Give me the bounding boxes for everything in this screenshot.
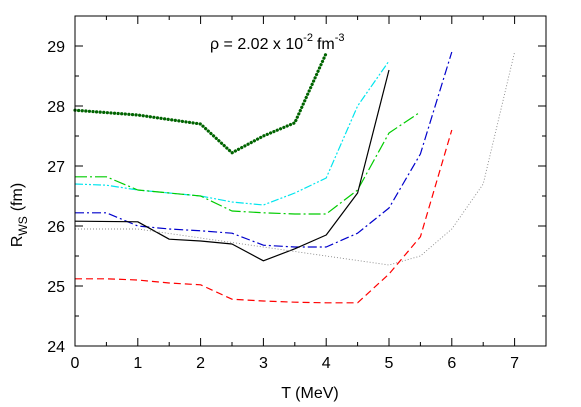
series-line-7: [75, 129, 453, 304]
series-line-2: [74, 60, 390, 206]
x-tick-label: 0: [71, 355, 80, 372]
y-tick-label: 25: [47, 279, 65, 296]
annotation-unit: fm: [317, 36, 335, 53]
y-tick-label: 27: [47, 159, 65, 176]
axis-ticks: [74, 16, 546, 347]
annotation-unit-exponent: -3: [335, 32, 345, 44]
y-axis-label: RWS (fm): [9, 183, 30, 247]
y-tick-label: 29: [47, 39, 65, 56]
x-tick-label: 1: [133, 355, 142, 372]
series-line-1: [73, 51, 328, 155]
x-tick-label: 3: [259, 355, 268, 372]
density-annotation: ρ = 2.02 x 10-2 fm-3: [210, 32, 345, 53]
plot-frame: [74, 15, 547, 347]
series-line-4: [75, 51, 453, 248]
y-axis-label-main: R: [9, 236, 26, 248]
x-tick-label: 5: [385, 355, 394, 372]
x-tick-label: 6: [447, 355, 456, 372]
x-tick-label: 2: [196, 355, 205, 372]
y-axis-label-sub: WS: [16, 216, 30, 235]
series-line-5: [74, 69, 390, 262]
series-line-6: [75, 51, 516, 266]
y-axis-label-unit: (fm): [9, 183, 26, 211]
x-axis-label: T (MeV): [281, 385, 338, 402]
tick-labels: 0 1 2 3 4 5 6 7 24 25 26 27 28 29: [47, 39, 519, 372]
svg-text:RWS(fm): RWS (fm): [9, 183, 30, 247]
series-line-3: [75, 111, 421, 215]
annotation-exponent: -2: [303, 32, 313, 44]
series-lines: [73, 51, 516, 304]
y-tick-label: 28: [47, 99, 65, 116]
y-tick-label: 24: [47, 339, 65, 356]
annotation-text: ρ = 2.02 x 10: [210, 36, 303, 53]
y-tick-label: 26: [47, 219, 65, 236]
x-tick-label: 7: [510, 355, 519, 372]
x-tick-label: 4: [322, 355, 331, 372]
